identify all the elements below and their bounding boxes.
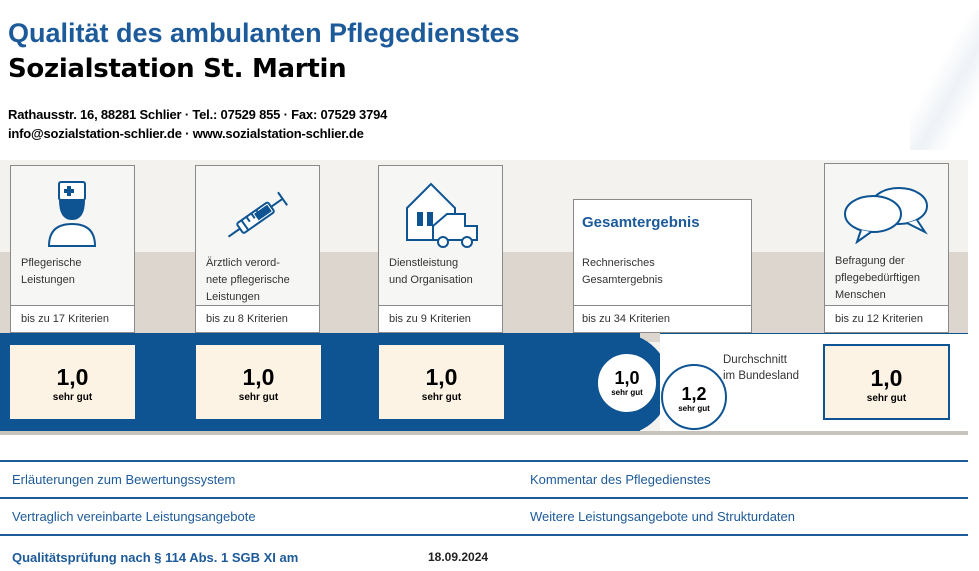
grade-text: sehr gut bbox=[421, 392, 462, 403]
grade-value: 1,0 bbox=[425, 364, 458, 390]
total-heading: Gesamtergebnis bbox=[582, 214, 700, 231]
address-line: Rathausstr. 16, 88281 Schlier · Tel.: 07… bbox=[8, 107, 388, 122]
link-further-services[interactable]: Weitere Leistungsangebote und Strukturda… bbox=[530, 509, 795, 524]
average-text: sehr gut bbox=[678, 404, 710, 413]
house-car-icon bbox=[406, 182, 478, 248]
grade-value: 1,0 bbox=[870, 365, 903, 391]
grade-text: sehr gut bbox=[52, 392, 93, 403]
criteria-count: bis zu 34 Kriterien bbox=[574, 305, 751, 332]
page-title: Qualität des ambulanten Pflegedienstes bbox=[8, 18, 520, 48]
syringe-icon bbox=[227, 191, 288, 238]
category-card-survey: Befragung der pflegebedürftigen Menschen… bbox=[824, 163, 949, 333]
grade-text: sehr gut bbox=[238, 392, 279, 403]
category-label: Ärztlich verord- nete pflegerische Leist… bbox=[206, 257, 290, 303]
inspection-date: 18.09.2024 bbox=[428, 550, 489, 564]
link-contracted-services[interactable]: Vertraglich vereinbarte Leistungsangebot… bbox=[12, 509, 256, 524]
inspection-label: Qualitätsprüfung nach § 114 Abs. 1 SGB X… bbox=[12, 550, 299, 565]
divider bbox=[0, 460, 968, 462]
contact-line: info@sozialstation-schlier.de · www.sozi… bbox=[8, 126, 364, 141]
grade-text: sehr gut bbox=[611, 388, 643, 397]
criteria-count: bis zu 9 Kriterien bbox=[379, 305, 502, 332]
grade-box-nursing: 1,0 sehr gut bbox=[10, 345, 135, 419]
band-shadow bbox=[0, 431, 968, 435]
category-card-medical: Ärztlich verord- nete pflegerische Leist… bbox=[195, 165, 320, 333]
divider bbox=[0, 497, 968, 499]
speech-bubbles-icon bbox=[844, 187, 928, 244]
nurse-icon bbox=[47, 181, 97, 247]
link-comment[interactable]: Kommentar des Pflegedienstes bbox=[530, 472, 711, 487]
grade-box-medical: 1,0 sehr gut bbox=[196, 345, 321, 419]
category-card-service: Dienstleistung und Organisation bis zu 9… bbox=[378, 165, 503, 333]
average-grade-circle: 1,2 sehr gut bbox=[661, 364, 727, 430]
edge-decoration bbox=[910, 10, 979, 150]
grade-box-survey: 1,0 sehr gut bbox=[823, 344, 950, 420]
total-result-card: Gesamtergebnis Rechnerisches Gesamtergeb… bbox=[573, 199, 752, 333]
grade-value: 1,0 bbox=[614, 368, 640, 388]
total-grade-circle: 1,0 sehr gut bbox=[596, 352, 658, 414]
grade-value: 1,0 bbox=[242, 364, 275, 390]
category-label: Pflegerische Leistungen bbox=[21, 257, 82, 286]
divider bbox=[0, 534, 968, 536]
link-explanations[interactable]: Erläuterungen zum Bewertungssystem bbox=[12, 472, 236, 487]
criteria-count: bis zu 8 Kriterien bbox=[196, 305, 319, 332]
average-label: Durchschnitt im Bundesland bbox=[723, 354, 800, 382]
category-label: Befragung der pflegebedürftigen Menschen bbox=[835, 255, 921, 298]
category-label: Dienstleistung und Organisation bbox=[389, 257, 473, 286]
grade-value: 1,0 bbox=[56, 364, 89, 390]
grade-text: sehr gut bbox=[866, 393, 907, 404]
category-card-nursing: Pflegerische Leistungen bis zu 17 Kriter… bbox=[10, 165, 135, 333]
criteria-count: bis zu 17 Kriterien bbox=[11, 305, 134, 332]
provider-name: Sozialstation St. Martin bbox=[8, 54, 347, 84]
grade-box-service: 1,0 sehr gut bbox=[379, 345, 504, 419]
criteria-count: bis zu 12 Kriterien bbox=[825, 305, 948, 332]
average-value: 1,2 bbox=[681, 384, 707, 404]
total-label: Rechnerisches Gesamtergebnis bbox=[582, 257, 663, 286]
